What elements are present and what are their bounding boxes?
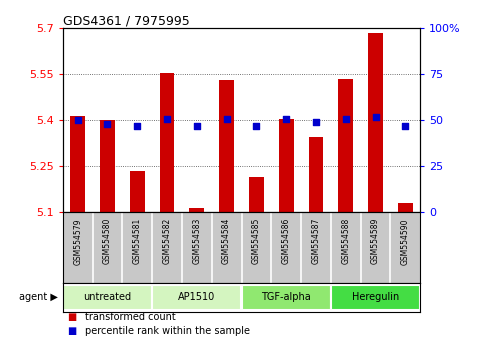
Text: GSM554589: GSM554589 [371,218,380,264]
Point [163,116,171,121]
Text: percentile rank within the sample: percentile rank within the sample [85,326,250,336]
Text: TGF-alpha: TGF-alpha [261,292,311,302]
Bar [63,285,152,310]
Point [133,123,141,129]
Text: GSM554586: GSM554586 [282,218,291,264]
Text: agent ▶: agent ▶ [19,292,58,302]
Bar [100,120,115,212]
Bar [338,79,353,212]
Bar [189,208,204,212]
Bar [130,171,145,212]
Text: untreated: untreated [84,292,131,302]
Text: GSM554587: GSM554587 [312,218,320,264]
Bar [70,116,85,212]
Text: GSM554580: GSM554580 [103,218,112,264]
Point [372,114,380,120]
Text: transformed count: transformed count [85,312,175,322]
Text: GSM554588: GSM554588 [341,218,350,264]
Text: GSM554583: GSM554583 [192,218,201,264]
Text: GSM554579: GSM554579 [73,218,82,264]
Bar [398,203,413,212]
Bar [219,80,234,212]
Point [253,123,260,129]
Text: GSM554581: GSM554581 [133,218,142,264]
Point [193,123,201,129]
Bar [159,73,174,212]
Text: GSM554590: GSM554590 [401,218,410,264]
Point [342,116,350,121]
Point [104,121,112,127]
Text: GSM554585: GSM554585 [252,218,261,264]
Text: ■: ■ [68,326,77,336]
Bar [368,33,383,212]
Text: Heregulin: Heregulin [352,292,399,302]
Point [223,116,230,121]
Point [74,118,82,123]
Text: ■: ■ [68,312,77,322]
Point [282,116,290,121]
Point [312,119,320,125]
Text: GDS4361 / 7975995: GDS4361 / 7975995 [63,14,189,27]
Bar [249,177,264,212]
Text: GSM554584: GSM554584 [222,218,231,264]
Text: GSM554582: GSM554582 [163,218,171,264]
Bar [242,285,331,310]
Bar [152,285,242,310]
Text: AP1510: AP1510 [178,292,215,302]
Point [401,123,409,129]
Bar [309,137,324,212]
Bar [279,119,294,212]
Bar [331,285,420,310]
